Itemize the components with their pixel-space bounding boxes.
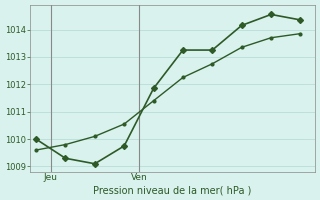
X-axis label: Pression niveau de la mer( hPa ): Pression niveau de la mer( hPa ) — [93, 185, 252, 195]
